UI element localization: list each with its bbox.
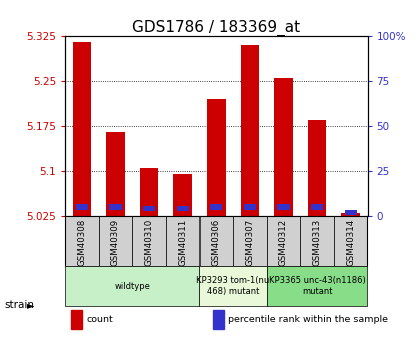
Text: strain: strain xyxy=(4,300,34,310)
Bar xyxy=(345,210,357,215)
Bar xyxy=(311,205,323,209)
Bar xyxy=(274,78,293,216)
Bar xyxy=(99,216,132,266)
Text: GSM40306: GSM40306 xyxy=(212,218,221,266)
Bar xyxy=(166,216,200,266)
Bar xyxy=(233,216,267,266)
Bar xyxy=(341,213,360,216)
Text: GSM40310: GSM40310 xyxy=(144,218,154,266)
Bar xyxy=(200,216,233,266)
Bar xyxy=(140,168,158,216)
Text: GSM40312: GSM40312 xyxy=(279,218,288,266)
Bar xyxy=(308,120,326,216)
Bar xyxy=(244,205,256,209)
Bar xyxy=(213,310,224,329)
Bar xyxy=(177,206,189,211)
Bar xyxy=(207,99,226,216)
Title: GDS1786 / 183369_at: GDS1786 / 183369_at xyxy=(132,20,300,36)
Bar xyxy=(106,132,125,216)
Text: wildtype: wildtype xyxy=(114,282,150,290)
Text: GSM40313: GSM40313 xyxy=(312,218,322,266)
Text: GSM40314: GSM40314 xyxy=(346,218,355,266)
Bar xyxy=(73,42,91,216)
Text: percentile rank within the sample: percentile rank within the sample xyxy=(228,315,388,324)
Text: ►: ► xyxy=(27,300,35,310)
Bar xyxy=(65,266,199,306)
Bar xyxy=(210,205,222,209)
Bar xyxy=(241,45,259,216)
Bar xyxy=(71,310,82,329)
Bar xyxy=(267,266,368,306)
Bar xyxy=(300,216,334,266)
Text: count: count xyxy=(86,315,113,324)
Bar xyxy=(173,174,192,216)
Bar xyxy=(65,216,99,266)
Bar xyxy=(76,205,88,209)
Bar xyxy=(110,205,121,209)
Bar xyxy=(200,266,267,306)
Bar xyxy=(334,216,368,266)
Bar xyxy=(143,206,155,211)
Text: KP3365 unc-43(n1186)
mutant: KP3365 unc-43(n1186) mutant xyxy=(269,276,365,296)
Bar xyxy=(267,216,300,266)
Text: GSM40311: GSM40311 xyxy=(178,218,187,266)
Bar xyxy=(278,205,289,209)
Text: KP3293 tom-1(nu
468) mutant: KP3293 tom-1(nu 468) mutant xyxy=(197,276,270,296)
Text: GSM40309: GSM40309 xyxy=(111,218,120,266)
Text: GSM40308: GSM40308 xyxy=(77,218,87,266)
Text: GSM40307: GSM40307 xyxy=(245,218,255,266)
Bar xyxy=(132,216,166,266)
